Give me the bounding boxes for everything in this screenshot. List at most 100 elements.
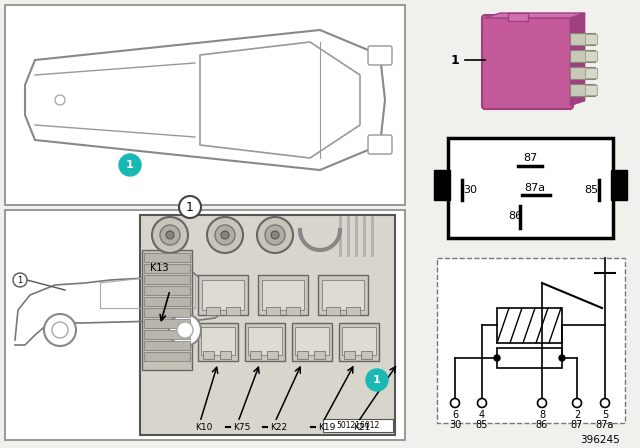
Circle shape (177, 322, 193, 338)
Text: 86: 86 (536, 420, 548, 430)
Bar (570, 67, 595, 79)
Bar (220, 351, 231, 359)
Text: 1: 1 (451, 53, 460, 66)
Circle shape (44, 314, 76, 346)
FancyBboxPatch shape (368, 135, 392, 154)
Polygon shape (485, 13, 585, 18)
Text: K75: K75 (233, 422, 250, 431)
Bar (295, 327, 329, 355)
Circle shape (559, 355, 565, 361)
PathPatch shape (25, 30, 385, 170)
Bar (206, 307, 220, 315)
Bar (434, 170, 450, 200)
Circle shape (538, 399, 547, 408)
Text: 396245: 396245 (580, 435, 620, 445)
Text: 1: 1 (373, 375, 381, 385)
Circle shape (52, 322, 68, 338)
Text: 87a: 87a (524, 183, 545, 193)
Bar (267, 351, 278, 359)
Bar (448, 138, 613, 238)
Bar (585, 34, 597, 44)
Text: 87: 87 (523, 153, 537, 163)
Circle shape (494, 355, 500, 361)
Bar (344, 351, 355, 359)
Text: 5: 5 (602, 410, 608, 420)
Bar (314, 351, 325, 359)
Text: 1: 1 (17, 276, 22, 284)
Bar (245, 323, 285, 361)
Text: 85: 85 (476, 420, 488, 430)
Bar (202, 280, 244, 310)
Bar (570, 84, 595, 96)
Bar (437, 258, 625, 423)
Bar (144, 341, 190, 350)
Circle shape (215, 225, 235, 245)
Bar (144, 330, 190, 339)
FancyBboxPatch shape (482, 15, 573, 109)
Bar (142, 250, 192, 370)
Bar (144, 286, 190, 295)
Bar (326, 307, 340, 315)
Bar (585, 68, 597, 78)
Circle shape (179, 196, 201, 218)
Bar (585, 51, 597, 61)
Bar (226, 307, 240, 315)
Bar (144, 253, 190, 262)
Text: 8: 8 (539, 410, 545, 420)
Circle shape (265, 225, 285, 245)
Text: 2: 2 (574, 410, 580, 420)
Bar (258, 275, 308, 315)
Bar (497, 348, 562, 368)
Bar (318, 275, 368, 315)
Circle shape (152, 217, 188, 253)
Circle shape (451, 399, 460, 408)
Text: K10: K10 (195, 422, 212, 431)
Circle shape (221, 231, 229, 239)
Bar (144, 308, 190, 317)
Bar (198, 323, 238, 361)
Bar (570, 33, 595, 45)
Text: K22: K22 (270, 422, 287, 431)
Bar (198, 275, 248, 315)
Text: 6: 6 (452, 410, 458, 420)
Text: 87a: 87a (596, 420, 614, 430)
Text: 30: 30 (449, 420, 461, 430)
Bar (322, 280, 364, 310)
Circle shape (257, 217, 293, 253)
Bar (262, 280, 304, 310)
Text: 85: 85 (584, 185, 598, 195)
Bar (201, 327, 235, 355)
Text: 1: 1 (186, 201, 194, 214)
Bar (144, 297, 190, 306)
Text: K19: K19 (318, 422, 335, 431)
Circle shape (271, 231, 279, 239)
Circle shape (207, 217, 243, 253)
Bar (497, 308, 562, 343)
Bar (292, 323, 332, 361)
Bar (250, 351, 261, 359)
Bar (346, 307, 360, 315)
Circle shape (366, 369, 388, 391)
Circle shape (166, 231, 174, 239)
Text: 87: 87 (571, 420, 583, 430)
Circle shape (169, 314, 201, 346)
Text: 501216012: 501216012 (337, 421, 380, 430)
Bar (144, 275, 190, 284)
Text: 30: 30 (463, 185, 477, 195)
Bar (611, 170, 627, 200)
Bar (323, 419, 393, 432)
Bar (342, 327, 376, 355)
Bar (5, 210, 405, 440)
Text: 86: 86 (508, 211, 522, 221)
Circle shape (160, 225, 180, 245)
Bar (266, 307, 280, 315)
Bar (144, 352, 190, 361)
Bar (570, 50, 595, 62)
Circle shape (119, 154, 141, 176)
Bar (339, 323, 379, 361)
Bar (5, 5, 405, 205)
Polygon shape (570, 13, 585, 106)
Bar (585, 85, 597, 95)
Text: 4: 4 (479, 410, 485, 420)
Text: K21: K21 (353, 422, 371, 431)
